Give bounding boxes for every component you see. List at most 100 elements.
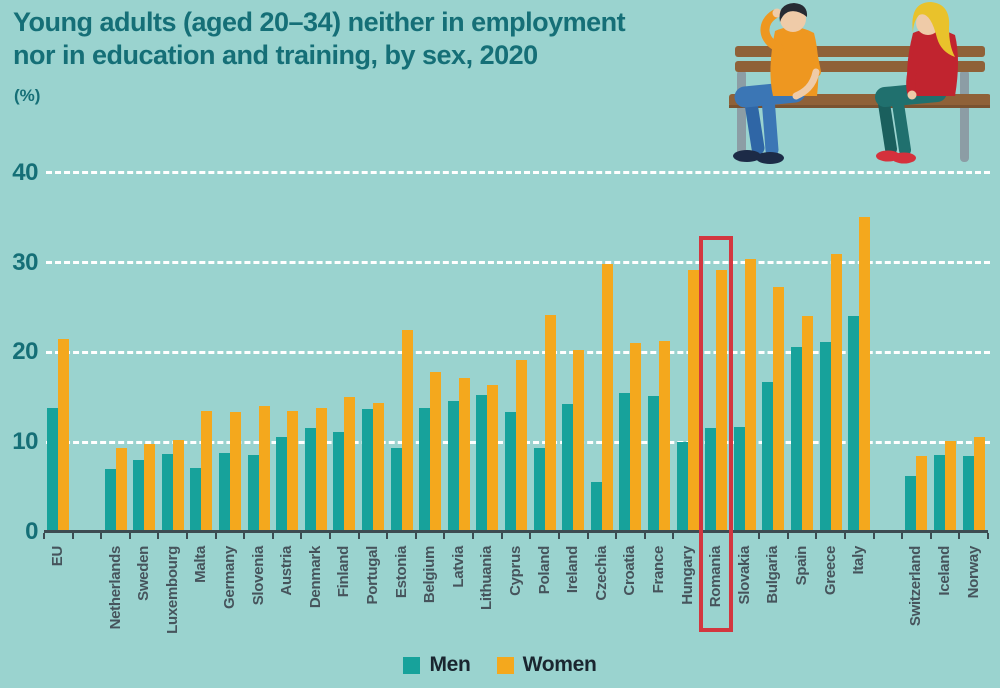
bench-illustration bbox=[729, 2, 990, 164]
bar-women-Greece bbox=[830, 253, 842, 532]
x-label-Denmark: Denmark bbox=[306, 546, 324, 609]
bar-women-Iceland bbox=[945, 441, 957, 532]
man-shirt bbox=[770, 26, 819, 97]
axis-tick bbox=[958, 533, 961, 539]
bar-women-Denmark bbox=[315, 408, 327, 532]
bar-women-Hungary bbox=[687, 269, 699, 532]
gridline-30 bbox=[46, 261, 990, 265]
x-label-Sweden: Sweden bbox=[135, 546, 153, 601]
bench-right-leg bbox=[960, 70, 969, 162]
x-label-Slovakia: Slovakia bbox=[735, 546, 753, 605]
x-label-Lithuania: Lithuania bbox=[478, 546, 496, 610]
bar-women-Czechia bbox=[601, 264, 613, 532]
bench-seat-shadow bbox=[729, 105, 990, 108]
bar-men-EU bbox=[47, 408, 59, 532]
woman-hand bbox=[907, 90, 917, 100]
x-label-Hungary: Hungary bbox=[678, 546, 696, 605]
bar-women-Estonia bbox=[401, 329, 413, 532]
bar-men-Norway bbox=[962, 455, 974, 532]
legend-men-label: Men bbox=[429, 653, 471, 676]
bar-women-France bbox=[659, 340, 671, 532]
axis-tick bbox=[872, 533, 875, 539]
x-label-Estonia: Estonia bbox=[392, 546, 410, 599]
axis-tick bbox=[843, 533, 846, 539]
axis-tick bbox=[643, 533, 646, 539]
bar-men-Luxembourg bbox=[161, 453, 173, 532]
man-shin-front bbox=[761, 91, 779, 157]
x-label-Poland: Poland bbox=[535, 546, 553, 595]
x-axis-line bbox=[44, 530, 988, 533]
x-label-Bulgaria: Bulgaria bbox=[764, 546, 782, 604]
gridline-40 bbox=[46, 171, 990, 175]
chart-title: Young adults (aged 20–34) neither in emp… bbox=[13, 6, 626, 73]
axis-tick bbox=[586, 533, 589, 539]
bar-women-Cyprus bbox=[516, 360, 527, 532]
axis-tick bbox=[672, 533, 675, 539]
x-label-Luxembourg: Luxembourg bbox=[163, 546, 181, 634]
x-label-Slovenia: Slovenia bbox=[249, 546, 267, 606]
bar-women-Croatia bbox=[630, 343, 642, 532]
bar-women-Lithuania bbox=[487, 384, 499, 532]
axis-tick bbox=[243, 533, 246, 539]
man-hair bbox=[779, 3, 808, 22]
bar-women-Bulgaria bbox=[773, 286, 785, 532]
bar-men-Portugal bbox=[361, 408, 373, 532]
gridline-20 bbox=[46, 350, 990, 354]
bar-women-Netherlands bbox=[115, 447, 127, 532]
men-color-swatch bbox=[403, 656, 421, 674]
x-label-Austria: Austria bbox=[278, 546, 296, 596]
axis-tick bbox=[128, 533, 131, 539]
bar-women-Luxembourg bbox=[172, 439, 184, 532]
man-shoe-back bbox=[733, 150, 761, 162]
axis-tick bbox=[157, 533, 160, 539]
bar-women-Austria bbox=[287, 410, 299, 532]
bar-women-Romania bbox=[716, 269, 728, 532]
legend: Men Women bbox=[0, 652, 1000, 678]
x-label-Switzerland: Switzerland bbox=[907, 546, 925, 627]
bar-women-Belgium bbox=[430, 372, 442, 532]
bar-women-Slovenia bbox=[258, 406, 270, 532]
axis-tick bbox=[815, 533, 818, 539]
axis-tick bbox=[329, 533, 332, 539]
bar-men-Austria bbox=[276, 436, 288, 532]
y-axis-label-30: 30 bbox=[12, 248, 38, 276]
chart-title-line1: Young adults (aged 20–34) neither in emp… bbox=[13, 7, 626, 37]
bar-men-Italy bbox=[848, 315, 860, 532]
bar-men-Hungary bbox=[676, 442, 688, 532]
chart-title-line2: nor in education and training, by sex, 2… bbox=[13, 40, 538, 71]
bench-left-leg bbox=[737, 70, 746, 162]
bar-men-Slovakia bbox=[733, 426, 745, 532]
x-label-Latvia: Latvia bbox=[449, 546, 467, 588]
bar-men-Czechia bbox=[590, 481, 602, 532]
axis-tick bbox=[357, 533, 360, 539]
x-label-Ireland: Ireland bbox=[564, 546, 582, 594]
bar-men-Estonia bbox=[390, 448, 402, 532]
y-axis-label-10: 10 bbox=[12, 428, 38, 456]
bar-men-Latvia bbox=[447, 400, 459, 532]
axis-tick bbox=[901, 533, 904, 539]
bar-women-Poland bbox=[544, 314, 556, 532]
bar-men-Belgium bbox=[419, 408, 431, 532]
legend-item-men: Men bbox=[403, 653, 471, 677]
axis-tick bbox=[43, 533, 45, 539]
bar-men-Ireland bbox=[562, 404, 574, 532]
bar-women-Portugal bbox=[372, 402, 384, 532]
bar-men-Germany bbox=[218, 452, 230, 532]
bar-women-Ireland bbox=[573, 349, 585, 532]
man-shoe-front bbox=[756, 152, 784, 164]
axis-tick bbox=[758, 533, 761, 539]
unit-label: (%) bbox=[14, 86, 41, 105]
x-label-Czechia: Czechia bbox=[592, 546, 610, 601]
x-label-Italy: Italy bbox=[850, 546, 868, 575]
bar-women-Germany bbox=[229, 411, 241, 532]
y-axis-label-0: 0 bbox=[25, 518, 38, 545]
axis-tick bbox=[443, 533, 446, 539]
x-label-Malta: Malta bbox=[192, 546, 210, 583]
axis-tick bbox=[929, 533, 932, 539]
legend-item-women: Women bbox=[496, 653, 597, 677]
woman-hair bbox=[912, 2, 955, 57]
bar-women-Switzerland bbox=[916, 455, 928, 532]
y-axis-label-20: 20 bbox=[12, 338, 38, 366]
